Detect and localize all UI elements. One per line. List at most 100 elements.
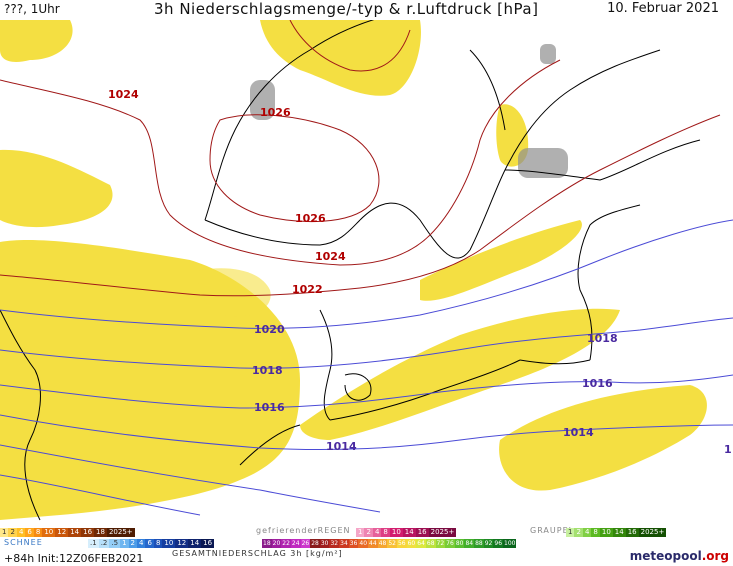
legend-gr-8: 8 — [591, 528, 600, 537]
germany-baltic-coast — [329, 359, 521, 421]
precip-east — [499, 385, 707, 491]
precip-atlantic-north — [0, 149, 113, 228]
precipitation-legend: 1 2 4 6 8 10 12 14 16 18 2025+ gefrieren… — [0, 524, 733, 566]
legend-rain-1: 1 — [0, 528, 9, 537]
isobar-label-1026-north: 1026 — [260, 106, 291, 119]
isobar-label-1018-west: 1018 — [252, 364, 283, 377]
legend-rain-2025plus: 2025+ — [106, 528, 135, 537]
legend-gr-2: 2 — [574, 528, 583, 537]
legend-snow-12: 12 — [175, 539, 189, 548]
legend-fr-8: 8 — [381, 528, 390, 537]
denmark-islands — [344, 373, 372, 401]
isobar-label-edge: 1 — [724, 443, 732, 456]
legend-total-30: 30 — [319, 539, 330, 548]
legend-fr-1: 1 — [356, 528, 365, 537]
brand-tld: .org — [701, 549, 729, 563]
brand-name: meteopool — [629, 549, 702, 563]
norway-south-coast — [204, 219, 361, 246]
legend-total-28: 28 — [310, 539, 320, 548]
legend-total-96: 96 — [493, 539, 504, 548]
legend-snow-scale: .1 .2 .5 1 2 4 6 8 10 12 14 16 — [88, 539, 215, 548]
isobar-1018-north — [0, 317, 733, 369]
map-title: 3h Niederschlagsmenge/-typ & r.Luftdruck… — [154, 0, 539, 18]
legend-snow-16: 16 — [201, 539, 215, 548]
legend-total-56: 56 — [396, 539, 407, 548]
legend-total-18: 18 — [262, 539, 272, 548]
legend-gr-4: 4 — [582, 528, 592, 537]
legend-total-scale: 18 20 22 24 26 28 30 32 34 36 40 44 48 52 56 60 64 68 72 76… — [262, 539, 517, 548]
isobar-label-1016-west: 1016 — [254, 401, 285, 414]
legend-fr-14: 14 — [402, 528, 416, 537]
uk-east-coast — [0, 309, 41, 521]
north-sea-coast-nl — [239, 424, 301, 466]
legend-rain-8: 8 — [33, 528, 43, 537]
legend-snow-10: 10 — [162, 539, 176, 548]
legend-snow-0-5: .5 — [109, 539, 121, 548]
legend-snow-0-1: .1 — [88, 539, 99, 548]
legend-total-20: 20 — [271, 539, 282, 548]
isobar-label-1022: 1022 — [292, 283, 323, 296]
poland-coast — [519, 359, 591, 365]
legend-total-32: 32 — [329, 539, 340, 548]
legend-total-76: 76 — [445, 539, 455, 548]
legend-total-34: 34 — [339, 539, 349, 548]
legend-total-88: 88 — [474, 539, 484, 548]
isobar-south — [0, 444, 381, 513]
legend-freezing-rain-scale: 1 2 4 8 10 14 16 2025+ — [356, 528, 457, 537]
legend-total-72: 72 — [435, 539, 446, 548]
isobars-low — [0, 219, 733, 516]
legend-rain-14: 14 — [68, 528, 82, 537]
isobar-1022 — [0, 114, 721, 297]
legend-total-80: 80 — [454, 539, 465, 548]
gulf-of-bothnia — [504, 139, 701, 181]
legend-snow-14: 14 — [188, 539, 202, 548]
isobar-label-1026-south: 1026 — [295, 212, 326, 225]
legend-rain-10: 10 — [42, 528, 56, 537]
legend-fr-2: 2 — [364, 528, 373, 537]
legend-total-100: 100 — [503, 539, 517, 548]
legend-freezing-rain-label: gefrierenderREGEN — [256, 526, 351, 535]
legend-total-92: 92 — [483, 539, 494, 548]
legend-graupel-label: GRAUPEL — [530, 526, 575, 535]
baltic-states-coast — [577, 204, 641, 361]
coastlines — [0, 20, 701, 521]
legend-gr-1: 1 — [566, 528, 575, 537]
legend-snow-4: 4 — [137, 539, 146, 548]
isobar-1014 — [0, 414, 733, 451]
meteopool-logo[interactable]: meteopool.org — [630, 549, 729, 563]
legend-total-24: 24 — [290, 539, 301, 548]
isobars-high — [0, 20, 721, 297]
isobar-1026-north — [289, 20, 411, 72]
weather-map: 1024 1026 1026 1024 1022 1020 1018 1016 … — [0, 20, 733, 524]
isobar-1024-west — [0, 59, 561, 266]
isobar-label-1024-east: 1024 — [315, 250, 346, 263]
legend-total-40: 40 — [358, 539, 369, 548]
legend-total-64: 64 — [416, 539, 426, 548]
legend-gr-10: 10 — [599, 528, 613, 537]
precip-baltic-band — [300, 308, 620, 440]
precip-baltic-north — [420, 220, 582, 301]
legend-fr-4: 4 — [372, 528, 382, 537]
precip-sweden-lake — [496, 104, 529, 167]
legend-graupel-scale: 1 2 4 8 10 14 16 2025+ — [566, 528, 667, 537]
denmark-jutland — [319, 309, 333, 421]
legend-fr-2025plus: 2025+ — [428, 528, 457, 537]
precip-uk-west — [198, 268, 271, 317]
precip-norway-north — [260, 20, 421, 96]
isobar-1026 — [209, 114, 380, 222]
legend-snow-8: 8 — [153, 539, 163, 548]
legend-total-48: 48 — [377, 539, 388, 548]
legend-gr-16: 16 — [625, 528, 639, 537]
isobar-label-1014-west: 1014 — [326, 440, 357, 453]
legend-gr-14: 14 — [612, 528, 626, 537]
legend-snow-1: 1 — [120, 539, 129, 548]
isobar-label-1018-east: 1018 — [587, 332, 618, 345]
isobar-label-1024-west: 1024 — [108, 88, 139, 101]
legend-rain-16: 16 — [81, 528, 95, 537]
legend-total-26: 26 — [300, 539, 311, 548]
legend-fr-16: 16 — [415, 528, 429, 537]
precip-norway-coast — [0, 20, 73, 62]
valid-time-label: ???, 1Uhr — [4, 2, 60, 16]
isobar-1016 — [0, 374, 733, 409]
legend-gr-2025plus: 2025+ — [638, 528, 667, 537]
